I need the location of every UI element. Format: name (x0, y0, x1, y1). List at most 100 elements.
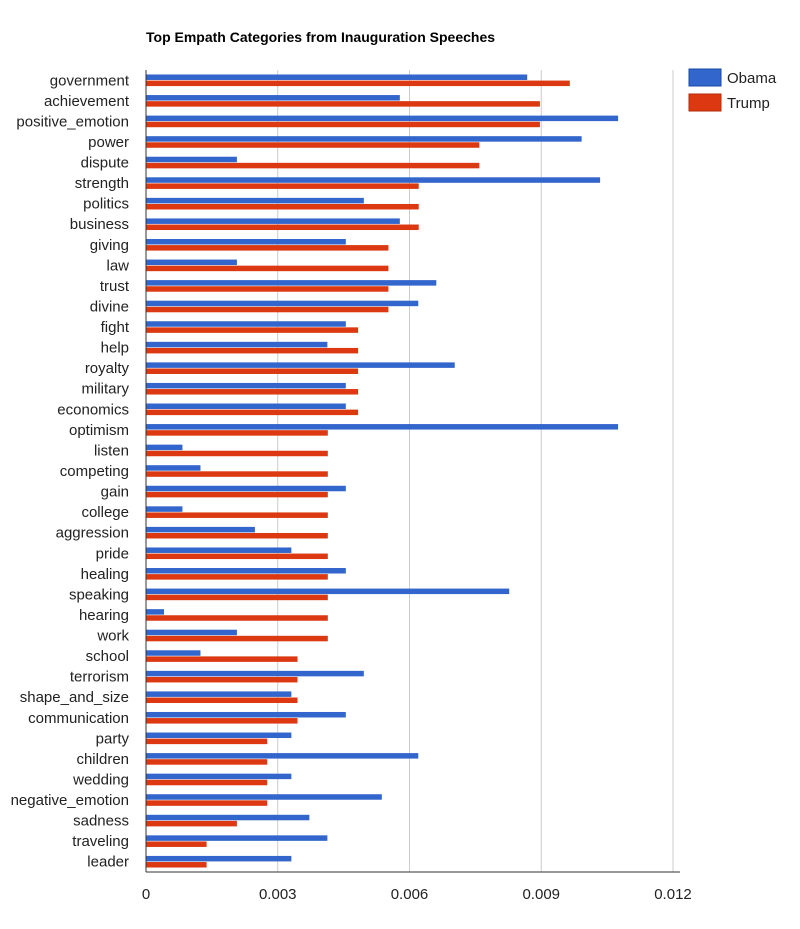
bar-trump-aggression (146, 532, 328, 539)
bar-obama-economics (146, 403, 346, 410)
bar-obama-leader (146, 855, 292, 862)
legend: Obama Trump (688, 68, 777, 112)
x-tick-label: 0.012 (654, 886, 692, 903)
bar-trump-government (146, 80, 570, 87)
bar-obama-healing (146, 568, 346, 574)
bar-trump-work (146, 635, 328, 642)
bar-obama-divine (146, 300, 419, 307)
bar-obama-law (146, 259, 237, 266)
x-axis: 0 0.003 0.006 0.009 0.012 (142, 871, 692, 903)
category-label: law (106, 257, 129, 274)
bar-trump-military (146, 389, 359, 395)
bar-trump-giving (146, 245, 389, 251)
bar-obama-pride (146, 547, 292, 553)
legend-label-trump: Trump (727, 95, 770, 112)
bar-obama-optimism (146, 424, 619, 430)
x-tick-label: 0.009 (522, 886, 560, 903)
bar-trump-gain (146, 491, 328, 498)
bar-trump-negative_emotion (146, 800, 268, 806)
bar-obama-traveling (146, 835, 328, 841)
bar-trump-competing (146, 471, 328, 477)
bar-obama-negative_emotion (146, 794, 382, 800)
category-label: shape_and_size (20, 689, 129, 706)
bar-trump-business (146, 224, 419, 231)
category-label: college (81, 504, 129, 521)
category-label: speaking (69, 586, 129, 603)
bar-obama-work (146, 629, 237, 636)
bar-trump-leader (146, 862, 207, 868)
bar-obama-communication (146, 711, 346, 718)
category-label: pride (96, 545, 129, 562)
bar-trump-positive_emotion (146, 121, 540, 128)
bar-trump-dispute (146, 162, 480, 169)
category-label: optimism (69, 422, 129, 439)
bar-obama-positive_emotion (146, 115, 619, 122)
bar-trump-terrorism (146, 676, 298, 683)
bar-obama-achievement (146, 95, 400, 101)
bar-obama-children (146, 753, 419, 759)
bar-trump-shape_and_size (146, 697, 298, 704)
category-label: leader (87, 854, 129, 871)
bar-trump-healing (146, 574, 328, 580)
bar-trump-children (146, 759, 268, 765)
bar-trump-trust (146, 286, 389, 292)
category-label: royalty (85, 360, 130, 377)
bar-obama-aggression (146, 526, 255, 533)
bar-obama-help (146, 341, 328, 348)
bar-obama-gain (146, 485, 346, 492)
category-label: sadness (73, 813, 129, 830)
bar-trump-economics (146, 409, 359, 416)
bar-obama-politics (146, 197, 364, 204)
category-label: strength (75, 175, 129, 192)
bar-obama-royalty (146, 362, 455, 368)
bar-trump-college (146, 512, 328, 518)
category-label: economics (57, 401, 129, 418)
legend-swatch-trump (688, 93, 722, 112)
bar-trump-party (146, 738, 268, 745)
bar-obama-shape_and_size (146, 691, 292, 697)
bar-trump-divine (146, 306, 389, 313)
category-label: listen (94, 442, 129, 459)
bar-obama-party (146, 732, 292, 739)
bar-trump-law (146, 265, 389, 272)
category-label: healing (81, 566, 129, 583)
bar-obama-government (146, 74, 528, 80)
category-label: divine (90, 298, 129, 315)
category-label: business (70, 216, 129, 233)
bar-obama-hearing (146, 609, 165, 615)
bar-trump-traveling (146, 841, 207, 847)
chart-title: Top Empath Categories from Inauguration … (146, 29, 495, 45)
category-label: achievement (44, 93, 130, 110)
category-label: competing (60, 463, 129, 480)
category-label: school (86, 648, 129, 665)
category-label: military (82, 381, 130, 398)
bar-obama-competing (146, 465, 201, 471)
bar-obama-business (146, 218, 400, 224)
x-tick-label: 0.003 (259, 886, 297, 903)
category-label: dispute (81, 155, 129, 172)
x-tick-label: 0 (142, 886, 150, 903)
bar-obama-trust (146, 280, 437, 286)
category-label: government (50, 72, 130, 89)
bar-trump-achievement (146, 101, 540, 107)
category-label: hearing (79, 607, 129, 624)
bar-trump-listen (146, 450, 328, 457)
category-label: gain (101, 484, 129, 501)
bar-obama-military (146, 382, 346, 389)
bar-trump-school (146, 656, 298, 662)
legend-swatch-obama (688, 68, 722, 87)
bar-obama-terrorism (146, 670, 364, 677)
category-label: positive_emotion (16, 113, 129, 130)
bar-obama-power (146, 136, 582, 142)
category-label: fight (101, 319, 130, 336)
bar-trump-hearing (146, 615, 328, 621)
category-label: terrorism (70, 669, 129, 686)
category-label: work (96, 628, 129, 645)
y-axis: government achievement positive_emotionpow… (11, 70, 147, 872)
bar-trump-wedding (146, 779, 268, 786)
bar-obama-fight (146, 321, 346, 327)
bar-trump-strength (146, 183, 419, 189)
bar-trump-power (146, 142, 480, 148)
